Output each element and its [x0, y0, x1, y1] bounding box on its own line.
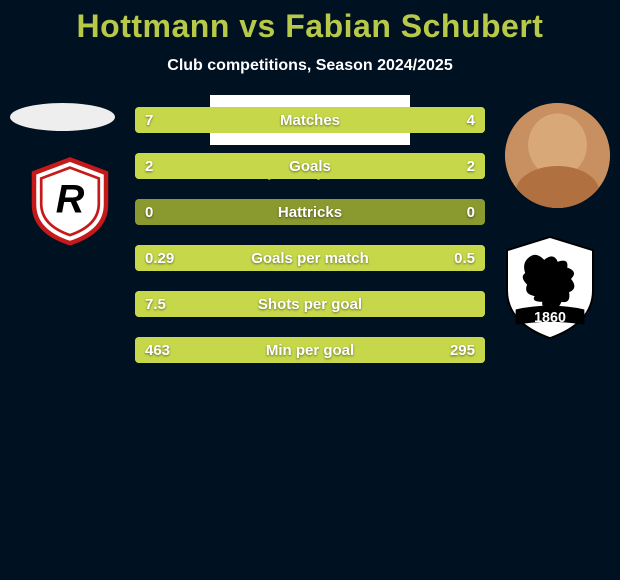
stat-row: 00Hattricks [135, 199, 485, 225]
player-right-avatar [505, 103, 610, 208]
stat-row: 22Goals [135, 153, 485, 179]
stat-label: Hattricks [135, 199, 485, 225]
stat-row: 7.5Shots per goal [135, 291, 485, 317]
stat-label: Shots per goal [135, 291, 485, 317]
comparison-title: Hottmann vs Fabian Schubert [0, 0, 620, 45]
comparison-subtitle: Club competitions, Season 2024/2025 [0, 57, 620, 75]
stat-label: Matches [135, 107, 485, 133]
club-left-logo: R [20, 155, 120, 245]
player-left-avatar [10, 103, 115, 131]
club-right-year: 1860 [534, 310, 566, 326]
stat-bars: 74Matches 22Goals 00Hattricks 0.290.5Goals … [135, 107, 485, 383]
stat-row: 0.290.5Goals per match [135, 245, 485, 271]
stat-label: Goals [135, 153, 485, 179]
stat-row: 463295Min per goal [135, 337, 485, 363]
stat-row: 74Matches [135, 107, 485, 133]
svg-text:R: R [56, 178, 85, 222]
stat-label: Goals per match [135, 245, 485, 271]
club-right-logo: 1860 [500, 235, 600, 340]
stat-label: Min per goal [135, 337, 485, 363]
